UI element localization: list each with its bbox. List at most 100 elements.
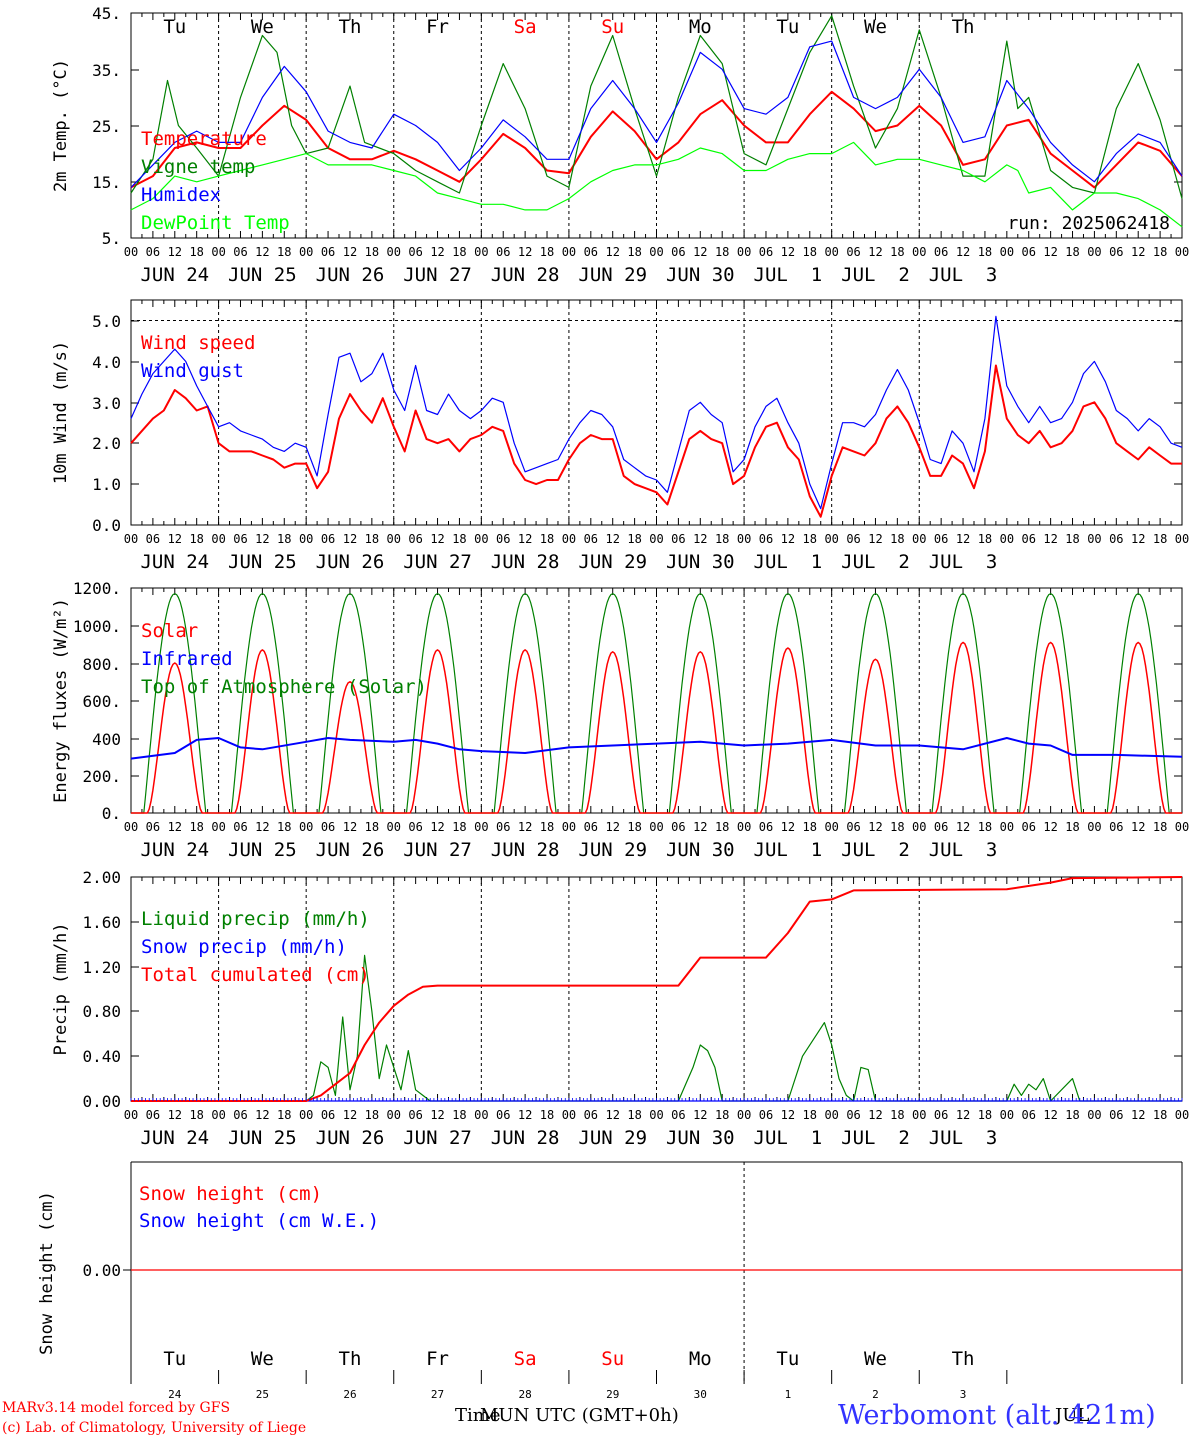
hour-tick-label: 00 [1087,1108,1101,1122]
hour-tick-label: 12 [868,820,882,834]
hour-tick-label: 06 [1022,532,1036,546]
day-number-label: 1 [785,1388,792,1401]
hour-tick-label: 18 [277,820,291,834]
hour-tick-label: 18 [540,1108,554,1122]
hour-tick-label: 00 [737,1108,751,1122]
y-tick-label: 0.00 [82,1092,121,1111]
hour-tick-label: 12 [605,245,619,259]
legend-entry: Snow precip (mm/h) [141,936,347,958]
energy-y-axis-label: Energy fluxes (W/m²) [51,598,71,803]
legend-entry: Top of Atmosphere (Solar) [141,676,427,698]
hour-tick-label: 18 [452,245,466,259]
hour-tick-label: 00 [1087,532,1101,546]
hour-tick-label: 18 [1065,1108,1079,1122]
hour-tick-label: 18 [365,532,379,546]
hour-tick-label: 18 [627,532,641,546]
hour-tick-label: 00 [387,1108,401,1122]
y-tick-label: 2.00 [82,868,121,887]
hour-tick-label: 06 [846,532,860,546]
y-tick-label: 25. [92,117,121,136]
hour-tick-label: 06 [1022,820,1036,834]
hour-tick-label: 00 [1175,532,1189,546]
hour-tick-label: 00 [387,532,401,546]
weekday-label: We [251,1348,274,1370]
day-number-label: 24 [168,1388,182,1401]
series-line-liquid-precip-mm-h- [131,954,1182,1102]
weekday-label: We [864,1348,887,1370]
hour-tick-label: 12 [1043,245,1057,259]
weekday-label: Mo [689,16,712,38]
hour-tick-label: 12 [781,1108,795,1122]
hour-tick-label: 06 [321,1108,335,1122]
hour-tick-label: 12 [430,820,444,834]
day-label: JUN 30 [666,1127,735,1149]
day-label: JUN 30 [666,551,735,573]
hour-tick-label: 18 [277,532,291,546]
series-line-vigne-temp [130,15,1183,199]
hour-tick-label: 12 [1131,820,1145,834]
hour-tick-label: 06 [934,820,948,834]
hour-tick-label: 06 [146,820,160,834]
day-label: JUL 1 [754,839,823,861]
day-label: JUN 27 [403,551,472,573]
hour-tick-label: 00 [387,245,401,259]
hour-tick-label: 00 [299,245,313,259]
hour-tick-label: 18 [978,245,992,259]
hour-tick-label: 12 [518,820,532,834]
hour-tick-label: 00 [474,532,488,546]
series-line-total-cumulated-cm- [131,876,1183,1102]
hour-tick-label: 12 [255,532,269,546]
hour-tick-label: 12 [956,245,970,259]
hour-tick-label: 00 [1175,245,1189,259]
hour-tick-label: 18 [277,245,291,259]
hour-tick-label: 06 [1022,245,1036,259]
day-label: JUN 25 [228,839,297,861]
legend-entry: Liquid precip (mm/h) [141,908,370,930]
legend-entry: Vigne temp [141,156,255,178]
day-label: JUN 28 [491,264,560,286]
day-label: JUL 2 [841,551,910,573]
day-label: JUL 1 [754,551,823,573]
legend-entry: Wind gust [141,360,244,382]
y-tick-label: 4.0 [92,353,121,372]
weekday-label: Fr [426,16,449,38]
hour-tick-label: 12 [430,532,444,546]
series-line-temperature [130,90,1183,189]
hour-tick-label: 12 [518,532,532,546]
hour-tick-label: 18 [803,245,817,259]
precip-panel: 00 06 12 18 00 06 12 18 00 06 12 18 00 06 12 18 00 06 12 18… [51,868,1189,1149]
hour-tick-label: 00 [912,1108,926,1122]
y-tick-label: 200. [82,767,121,786]
hour-tick-label: 06 [146,1108,160,1122]
hour-tick-label: 06 [671,532,685,546]
hour-tick-label: 00 [211,245,225,259]
hour-tick-label: 06 [408,532,422,546]
legend-entry: Humidex [141,184,221,206]
hour-tick-label: 18 [715,820,729,834]
hour-tick-label: 00 [299,1108,313,1122]
hour-tick-label: 00 [737,245,751,259]
day-label: JUN 27 [403,264,472,286]
weekday-label: Th [952,16,975,38]
day-number-label: 28 [519,1388,532,1401]
hour-tick-label: 12 [255,245,269,259]
hour-tick-label: 12 [518,1108,532,1122]
hour-tick-label: 12 [1131,1108,1145,1122]
hour-tick-label: 18 [452,820,466,834]
hour-tick-label: 06 [233,820,247,834]
series-line-humidex [130,40,1183,188]
hour-tick-label: 12 [168,1108,182,1122]
hour-tick-label: 18 [1153,245,1167,259]
hour-tick-label: 06 [671,1108,685,1122]
hour-tick-label: 18 [803,820,817,834]
hour-tick-label: 06 [846,245,860,259]
hour-tick-label: 12 [430,1108,444,1122]
hour-tick-label: 12 [956,820,970,834]
y-tick-label: 400 [92,730,121,749]
legend-entry: Wind speed [141,332,255,354]
hour-tick-label: 12 [693,245,707,259]
timezone-label: MUN UTC (GMT+0h) [480,1405,679,1426]
hour-tick-label: 12 [868,1108,882,1122]
credit-line-1: MARv3.14 model forced by GFS [2,1400,231,1416]
